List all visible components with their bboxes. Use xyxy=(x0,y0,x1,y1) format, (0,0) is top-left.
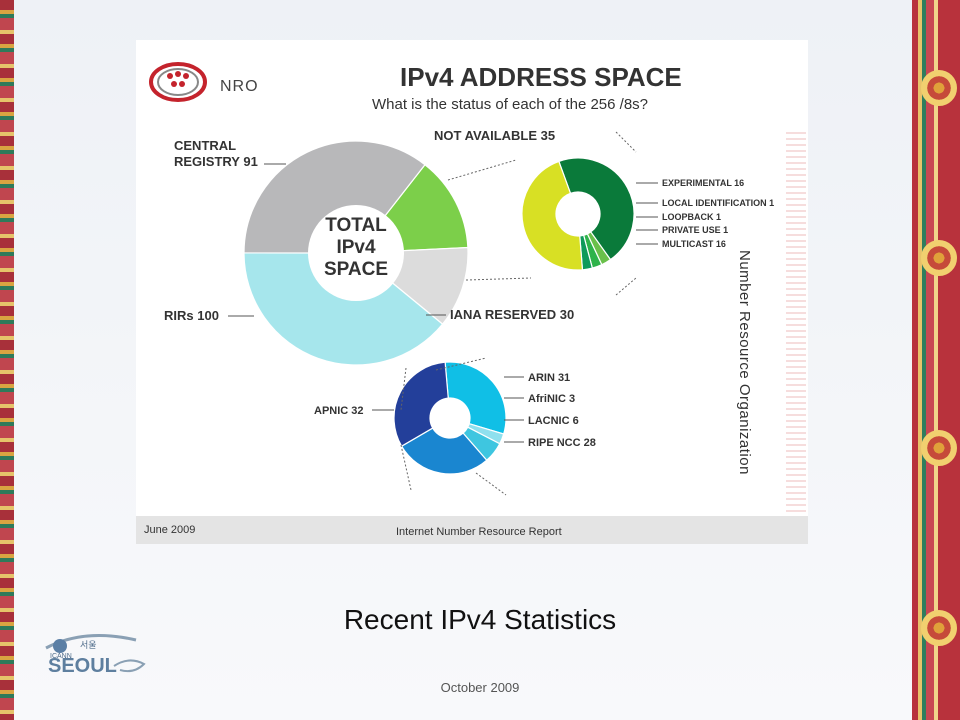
label-rir-1: AfriNIC 3 xyxy=(528,393,575,405)
nro-logo-icon xyxy=(149,62,207,102)
label-rir-3: RIPE NCC 28 xyxy=(528,437,596,449)
label-rir-2: LACNIC 6 xyxy=(528,415,579,427)
rir-slice-4 xyxy=(393,361,449,447)
footer-date: June 2009 xyxy=(144,524,196,536)
label-rirs: RIRs 100 xyxy=(164,308,219,323)
label-central-registry-0: CENTRAL xyxy=(174,138,236,153)
not-available-slice-0 xyxy=(558,157,635,261)
label-na-0: EXPERIMENTAL 16 xyxy=(662,178,744,188)
main-pie xyxy=(243,140,469,366)
nro-text: NRO xyxy=(220,78,259,95)
slide-title: Recent IPv4 Statistics xyxy=(343,604,617,635)
main-slice-3 xyxy=(243,140,426,254)
decorative-border-right xyxy=(912,0,960,720)
logo-seoul-text: SEOUL xyxy=(48,655,117,677)
report-subtitle: What is the status of each of the 256 /8… xyxy=(372,96,648,113)
ornament-wheel-icon xyxy=(921,70,957,106)
icann-seoul-logo: ICANN 서울 SEOUL xyxy=(45,634,146,677)
logo-small-text: ICANN xyxy=(50,653,72,660)
connector-line-5 xyxy=(615,277,637,296)
decorative-border-left xyxy=(0,0,14,720)
label-na-1: LOCAL IDENTIFICATION 1 xyxy=(662,198,774,208)
label-na-2: LOOPBACK 1 xyxy=(662,212,721,222)
label-na-3: PRIVATE USE 1 xyxy=(662,225,728,235)
label-iana-reserved: IANA RESERVED 30 xyxy=(450,307,574,322)
ornament-wheel-icon xyxy=(921,240,957,276)
report-image: NRO IPv4 ADDRESS SPACE What is the statu… xyxy=(136,40,808,544)
label-rir-apnic: APNIC 32 xyxy=(314,405,364,417)
center-label-0: TOTAL xyxy=(325,215,387,236)
label-not-available: NOT AVAILABLE 35 xyxy=(434,128,555,143)
background-dates-pattern xyxy=(786,132,806,512)
footer-title: Internet Number Resource Report xyxy=(396,526,562,538)
connector-line-4 xyxy=(615,131,637,153)
logo-korean-text: 서울 xyxy=(80,640,97,650)
rir-slice-0 xyxy=(444,361,507,435)
rir-pie xyxy=(393,361,507,475)
ornament-wheel-icon xyxy=(921,430,957,466)
connector-line-2 xyxy=(400,367,407,411)
connector-line-7 xyxy=(475,472,507,496)
label-central-registry-1: REGISTRY 91 xyxy=(174,154,258,169)
label-rir-0: ARIN 31 xyxy=(528,372,570,384)
main-slice-2 xyxy=(243,252,444,366)
connector-line-3 xyxy=(435,357,487,371)
not-available-pie xyxy=(521,157,635,271)
center-label-1: IPv4 xyxy=(336,237,376,258)
report-title: IPv4 ADDRESS SPACE xyxy=(400,62,682,92)
report-footer xyxy=(136,516,808,544)
not-available-slice-4 xyxy=(521,160,584,271)
ornament-wheel-icon xyxy=(921,610,957,646)
rir-slice-3 xyxy=(400,427,488,475)
center-label-2: SPACE xyxy=(324,259,388,280)
connector-line-1 xyxy=(465,277,532,281)
label-na-4: MULTICAST 16 xyxy=(662,239,726,249)
connector-line-0 xyxy=(447,159,517,181)
slide-date: October 2009 xyxy=(440,680,520,695)
connector-lines xyxy=(228,131,658,496)
